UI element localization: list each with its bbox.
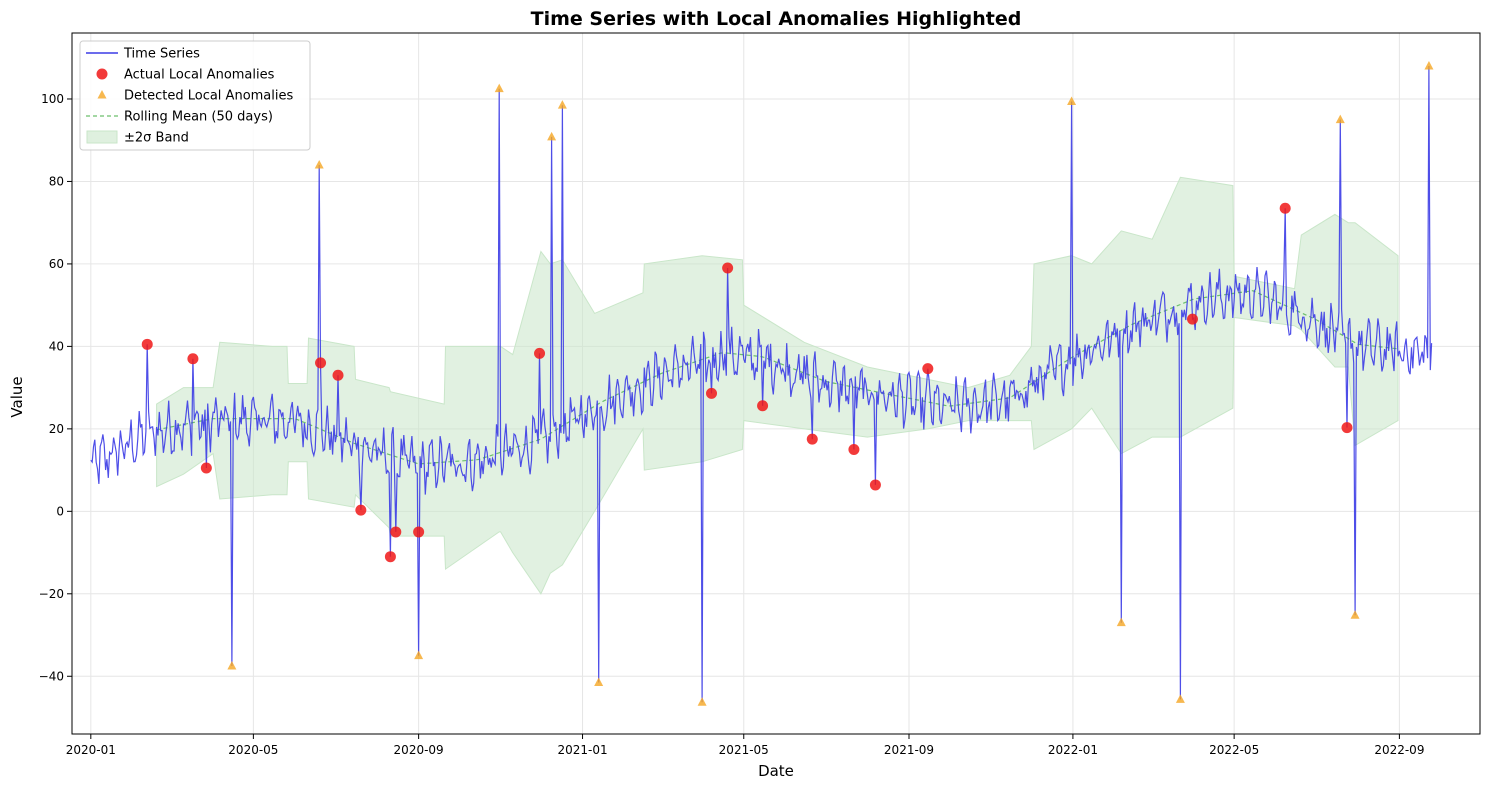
- actual-anomaly-point: [1341, 422, 1353, 434]
- y-tick-label: 100: [41, 92, 64, 106]
- legend-label: Actual Local Anomalies: [124, 68, 275, 83]
- detected-anomaly-point: [1350, 610, 1360, 619]
- x-tick-label: 2020-05: [228, 743, 278, 757]
- detected-anomaly-point: [547, 131, 557, 141]
- x-axis-label: Date: [758, 762, 794, 780]
- detected-anomaly-point: [1175, 694, 1185, 703]
- actual-anomaly-point: [848, 443, 860, 455]
- legend-entry: Detected Local Anomalies: [97, 89, 293, 104]
- legend-box: [79, 40, 311, 151]
- actual-anomaly-point: [1186, 313, 1198, 325]
- actual-anomaly-point: [757, 400, 769, 412]
- detected-anomaly-point: [1335, 114, 1345, 124]
- y-tick-label: 60: [49, 257, 64, 271]
- actual-anomaly-point: [355, 504, 367, 516]
- legend-label: Detected Local Anomalies: [124, 89, 293, 104]
- series-layer: [90, 65, 1433, 703]
- actual-anomaly-point: [200, 462, 212, 474]
- y-tick-label: 0: [56, 504, 64, 518]
- detected-anomaly-point: [697, 697, 707, 706]
- detected-anomaly-point: [557, 100, 567, 109]
- actual-anomaly-point: [384, 551, 396, 563]
- detected-anomaly-point: [414, 650, 424, 660]
- actual-anomaly-point: [315, 357, 327, 369]
- detected-anomaly-point: [594, 677, 604, 686]
- actual-anomaly-point: [706, 387, 718, 399]
- actual-anomaly-point: [1279, 202, 1291, 214]
- y-tick-label: −20: [39, 587, 64, 601]
- legend-swatch-patch: [86, 130, 118, 144]
- y-tick-label: 80: [49, 174, 64, 188]
- x-tick-label: 2022-05: [1209, 743, 1259, 757]
- detected-anomaly-point: [1116, 617, 1126, 627]
- legend-entry: Time Series: [86, 47, 200, 62]
- detected-anomaly-point: [494, 83, 504, 93]
- actual-anomaly-point: [922, 363, 934, 375]
- y-axis-label: Value: [8, 376, 26, 417]
- legend-entry: ±2σ Band: [86, 130, 189, 146]
- legend-label: Rolling Mean (50 days): [124, 110, 273, 125]
- detected-anomaly-point: [314, 159, 324, 169]
- time-series-line: [90, 65, 1433, 703]
- legend-label: Time Series: [123, 47, 200, 62]
- actual-anomaly-point: [187, 353, 199, 365]
- detected-anomaly-point: [227, 660, 237, 670]
- legend-swatch-circle: [96, 68, 108, 80]
- y-tick-label: 20: [49, 422, 64, 436]
- actual-anomaly-point: [390, 526, 402, 538]
- x-tick-label: 2021-05: [719, 743, 769, 757]
- actual-anomaly-point: [332, 369, 344, 381]
- actual-anomaly-point: [806, 433, 818, 445]
- legend-entry: Rolling Mean (50 days): [86, 110, 273, 125]
- legend-entry: Actual Local Anomalies: [96, 68, 275, 83]
- actual-anomaly-point: [534, 347, 546, 359]
- actual-anomaly-point: [413, 526, 425, 538]
- actual-anomaly-point: [141, 338, 153, 350]
- x-tick-label: 2020-09: [394, 743, 444, 757]
- y-tick-label: −40: [39, 669, 64, 683]
- x-tick-label: 2021-01: [557, 743, 607, 757]
- tick-layer: 2020-01 2020-05 2020-09 2021-01 2021-05 2021-…: [39, 92, 1425, 757]
- detected-anomaly-point: [1067, 96, 1077, 105]
- legend-label: ±2σ Band: [124, 131, 189, 146]
- x-tick-label: 2020-01: [66, 743, 116, 757]
- axes-frame: [71, 32, 1481, 735]
- legend-swatch-triangle: [97, 90, 107, 99]
- actual-anomaly-point: [722, 262, 734, 274]
- chart-title: Time Series with Local Anomalies Highlig…: [531, 8, 1022, 30]
- y-tick-label: 40: [49, 339, 64, 353]
- detected-anomaly-point: [1424, 60, 1434, 70]
- legend: Time Series Actual Local Anomalies Detecte…: [79, 40, 311, 151]
- x-tick-label: 2022-09: [1374, 743, 1424, 757]
- x-tick-label: 2022-01: [1048, 743, 1098, 757]
- x-tick-label: 2021-09: [884, 743, 934, 757]
- actual-anomaly-point: [869, 479, 881, 491]
- marker-layer: [141, 60, 1434, 706]
